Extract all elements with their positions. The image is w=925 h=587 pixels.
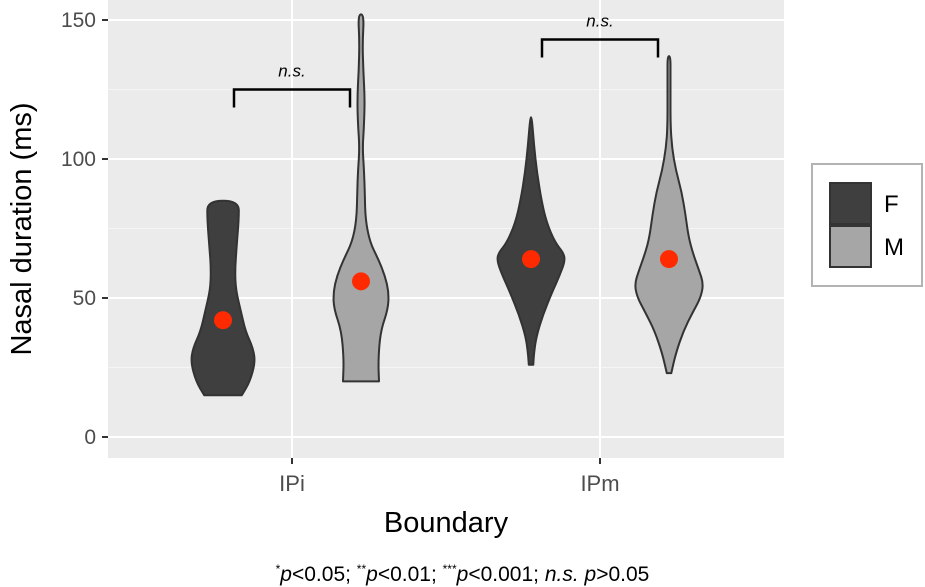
y-tick-label: 50: [73, 287, 96, 310]
y-axis: 0 50 100 150: [61, 9, 108, 449]
legend-label-F: F: [884, 191, 899, 218]
y-tick-label: 100: [61, 148, 96, 171]
significance-annotations: n.s. n.s.: [232, 11, 660, 108]
violin-M-IPm: [634, 55, 704, 375]
legend-key-M: [829, 225, 872, 268]
x-axis: IPi IPm: [279, 458, 620, 496]
violin-layer: [190, 13, 704, 397]
mean-marker-M-IPi: [352, 272, 370, 291]
violin-F-IPm: [496, 116, 566, 366]
significance-bracket-IPm: [540, 38, 660, 58]
mean-marker-F-IPi: [214, 311, 232, 330]
legend-key-F: [829, 182, 872, 225]
significance-bracket-IPi: [232, 88, 352, 108]
mean-marker-layer: [214, 250, 678, 330]
x-tick-label-IPm: IPm: [580, 471, 619, 496]
mean-marker-M-IPm: [660, 250, 678, 269]
significance-label-IPi: n.s.: [278, 62, 305, 81]
y-tick-label: 0: [84, 426, 96, 449]
violin-F-IPi: [190, 199, 256, 397]
legend: FM: [811, 163, 923, 287]
x-axis-title: Boundary: [384, 507, 509, 539]
mean-marker-F-IPm: [522, 250, 540, 269]
significance-footnote: *p<0.05; **p<0.01; ***p<0.001; n.s. p>0.…: [275, 562, 650, 586]
y-tick-label: 150: [61, 9, 96, 32]
x-tick-label-IPi: IPi: [279, 471, 305, 496]
significance-label-IPm: n.s.: [586, 11, 613, 30]
y-axis-title: Nasal duration (ms): [6, 102, 38, 355]
legend-label-M: M: [884, 234, 904, 261]
violin-M-IPi: [332, 13, 390, 383]
